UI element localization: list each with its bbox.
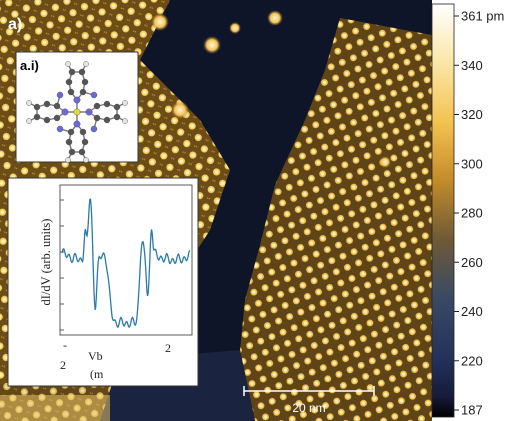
- colorbar-tick-label: 187: [461, 403, 483, 418]
- adsorbate-island: [151, 13, 169, 31]
- scale-bar: 20 nm: [243, 386, 375, 415]
- hydrogen-atom: [65, 157, 71, 163]
- colorbar-tick-label: 220: [461, 353, 483, 368]
- carbon-atom: [93, 114, 101, 122]
- spectrum-xtick-left-sign: -: [63, 338, 67, 352]
- colorbar: 361 pm 340 320 300 280 260 240 220 187: [431, 3, 504, 418]
- carbon-atom: [43, 100, 51, 108]
- spectrum-ylabel: dI/dV (arb. units): [39, 219, 53, 306]
- carbon-atom: [78, 148, 86, 156]
- adsorbate-island: [379, 156, 391, 168]
- carbon-atom: [103, 100, 111, 108]
- colorbar-tick-label: 300: [461, 156, 483, 171]
- right-molecular-domain: [240, 18, 432, 421]
- carbon-atom: [68, 68, 76, 76]
- carbon-atom: [43, 116, 51, 124]
- carbon-atom: [81, 78, 89, 86]
- hydrogen-atom: [122, 118, 128, 124]
- colorbar-tick-label: 260: [461, 255, 483, 270]
- panel-label: a): [8, 16, 22, 33]
- colorbar-tick-label: 340: [461, 58, 483, 73]
- carbon-atom: [33, 103, 41, 111]
- nitrogen-atom: [90, 91, 98, 99]
- adsorbate-island: [171, 101, 189, 119]
- molecule-inset: a.i): [15, 51, 139, 163]
- nitrogen-atom: [73, 96, 81, 104]
- inset-label: a.i): [20, 58, 39, 73]
- nitrogen-atom: [90, 125, 98, 133]
- center-atom: [73, 108, 81, 116]
- carbon-atom: [81, 138, 89, 146]
- carbon-atom: [53, 114, 61, 122]
- carbon-atom: [79, 88, 87, 96]
- colorbar-tick-label: 320: [461, 107, 483, 122]
- nitrogen-atom: [61, 108, 69, 116]
- adsorbate-island: [267, 10, 283, 26]
- colorbar-gradient: [431, 3, 455, 418]
- carbon-atom: [103, 116, 111, 124]
- spectrum-curve: [61, 198, 191, 329]
- molecule-structure: [26, 61, 128, 163]
- carbon-atom: [68, 148, 76, 156]
- scale-bar-label: 20 nm: [292, 401, 325, 415]
- carbon-atom: [33, 113, 41, 121]
- hydrogen-atom: [26, 100, 32, 106]
- hydrogen-atom: [83, 157, 89, 163]
- carbon-atom: [93, 102, 101, 110]
- carbon-atom: [113, 113, 121, 121]
- carbon-atom: [53, 102, 61, 110]
- hydrogen-atom: [122, 100, 128, 106]
- carbon-atom: [113, 103, 121, 111]
- carbon-atom: [78, 68, 86, 76]
- spectrum-axes: [59, 184, 193, 336]
- spectrum-xtick-left: 2: [60, 358, 66, 372]
- spectrum-y-ticks: [60, 199, 64, 331]
- adsorbate-island: [203, 36, 221, 54]
- adsorbate-island: [229, 22, 241, 34]
- colorbar-ticks: 361 pm 340 320 300 280 260 240 220 187: [454, 9, 504, 418]
- hydrogen-atom: [65, 61, 71, 67]
- spectrum-inset: dI/dV (arb. units) - 2 2 Vb (m: [7, 177, 199, 387]
- colorbar-tick-label: 361 pm: [461, 9, 504, 24]
- colorbar-tick-label: 280: [461, 206, 483, 221]
- hydrogen-atom: [26, 118, 32, 124]
- spectrum-xunit: (m: [90, 367, 104, 381]
- nitrogen-atom: [73, 120, 81, 128]
- nitrogen-atom: [56, 91, 64, 99]
- carbon-atom: [65, 138, 73, 146]
- carbon-atom: [79, 128, 87, 136]
- hydrogen-atom: [83, 61, 89, 67]
- nitrogen-atom: [85, 108, 93, 116]
- spectrum-xtick-right: 2: [165, 341, 171, 355]
- colorbar-tick-label: 240: [461, 304, 483, 319]
- spectrum-xlabel: Vb: [88, 349, 103, 363]
- carbon-atom: [65, 78, 73, 86]
- nitrogen-atom: [56, 125, 64, 133]
- carbon-atom: [67, 88, 75, 96]
- carbon-atom: [67, 128, 75, 136]
